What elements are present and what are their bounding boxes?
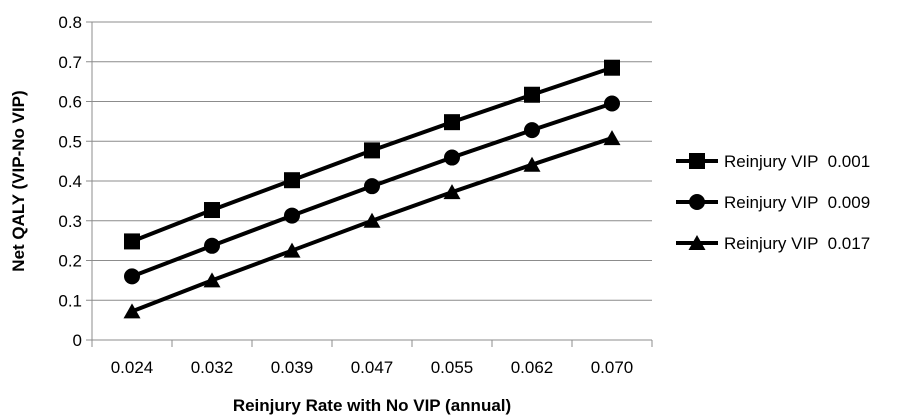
legend-item: Reinjury VIP 0.017 <box>676 234 870 253</box>
y-tick-labels: 0 0.1 0.2 0.3 0.4 0.5 0.6 0.7 0.8 <box>58 13 82 350</box>
data-point-square <box>124 233 140 250</box>
data-point-triangle <box>443 184 461 200</box>
series-triangle <box>123 130 621 319</box>
x-tick-label: 0.024 <box>111 358 154 377</box>
data-point-triangle <box>283 242 301 258</box>
data-point-circle <box>284 207 300 224</box>
y-axis-title: Net QALY (VIP-No VIP) <box>9 90 28 271</box>
data-point-circle <box>124 268 140 285</box>
y-tick-label: 0.5 <box>58 132 82 151</box>
y-tick-label: 0.1 <box>58 291 82 310</box>
data-point-square <box>284 172 300 189</box>
x-tick-label: 0.062 <box>511 358 554 377</box>
x-axis-title: Reinjury Rate with No VIP (annual) <box>233 396 511 415</box>
y-tick-label: 0.3 <box>58 212 82 231</box>
data-point-square <box>444 114 460 131</box>
data-point-triangle <box>363 212 381 228</box>
data-point-triangle <box>123 303 141 319</box>
y-tick-label: 0 <box>73 331 82 350</box>
data-point-square <box>364 142 380 159</box>
data-point-triangle <box>603 130 621 146</box>
y-tick-label: 0.8 <box>58 13 82 32</box>
x-tick-label: 0.047 <box>351 358 394 377</box>
y-tick-label: 0.4 <box>58 172 82 191</box>
data-point-triangle <box>523 156 541 172</box>
series-circle <box>124 95 620 285</box>
x-tick-label: 0.055 <box>431 358 474 377</box>
x-tick-labels: 0.024 0.032 0.039 0.047 0.055 0.062 0.070 <box>111 358 634 377</box>
data-point-circle <box>364 178 380 195</box>
data-point-circle <box>444 149 460 166</box>
legend-marker-circle <box>689 194 705 210</box>
x-tick-label: 0.070 <box>591 358 634 377</box>
legend-item: Reinjury VIP 0.001 <box>676 152 870 171</box>
data-point-square <box>604 59 620 76</box>
data-point-circle <box>204 237 220 254</box>
x-tick-label: 0.039 <box>271 358 314 377</box>
legend-label: Reinjury VIP 0.009 <box>724 193 870 212</box>
y-tick-label: 0.2 <box>58 252 82 271</box>
data-point-circle <box>604 95 620 112</box>
axes <box>91 22 653 347</box>
series-square <box>124 59 620 250</box>
data-point-triangle <box>203 272 221 288</box>
data-point-square <box>524 86 540 103</box>
series <box>123 59 621 319</box>
legend-marker-square <box>689 153 705 169</box>
legend: Reinjury VIP 0.001 Reinjury VIP 0.009 Rein… <box>676 152 870 253</box>
legend-marker-triangle <box>688 235 706 250</box>
x-tick-label: 0.032 <box>191 358 234 377</box>
legend-label: Reinjury VIP 0.017 <box>724 234 870 253</box>
legend-label: Reinjury VIP 0.001 <box>724 152 870 171</box>
data-point-circle <box>524 122 540 139</box>
y-tick-label: 0.7 <box>58 53 82 72</box>
y-tick-label: 0.6 <box>58 93 82 112</box>
data-point-square <box>204 202 220 219</box>
legend-item: Reinjury VIP 0.009 <box>676 193 870 212</box>
